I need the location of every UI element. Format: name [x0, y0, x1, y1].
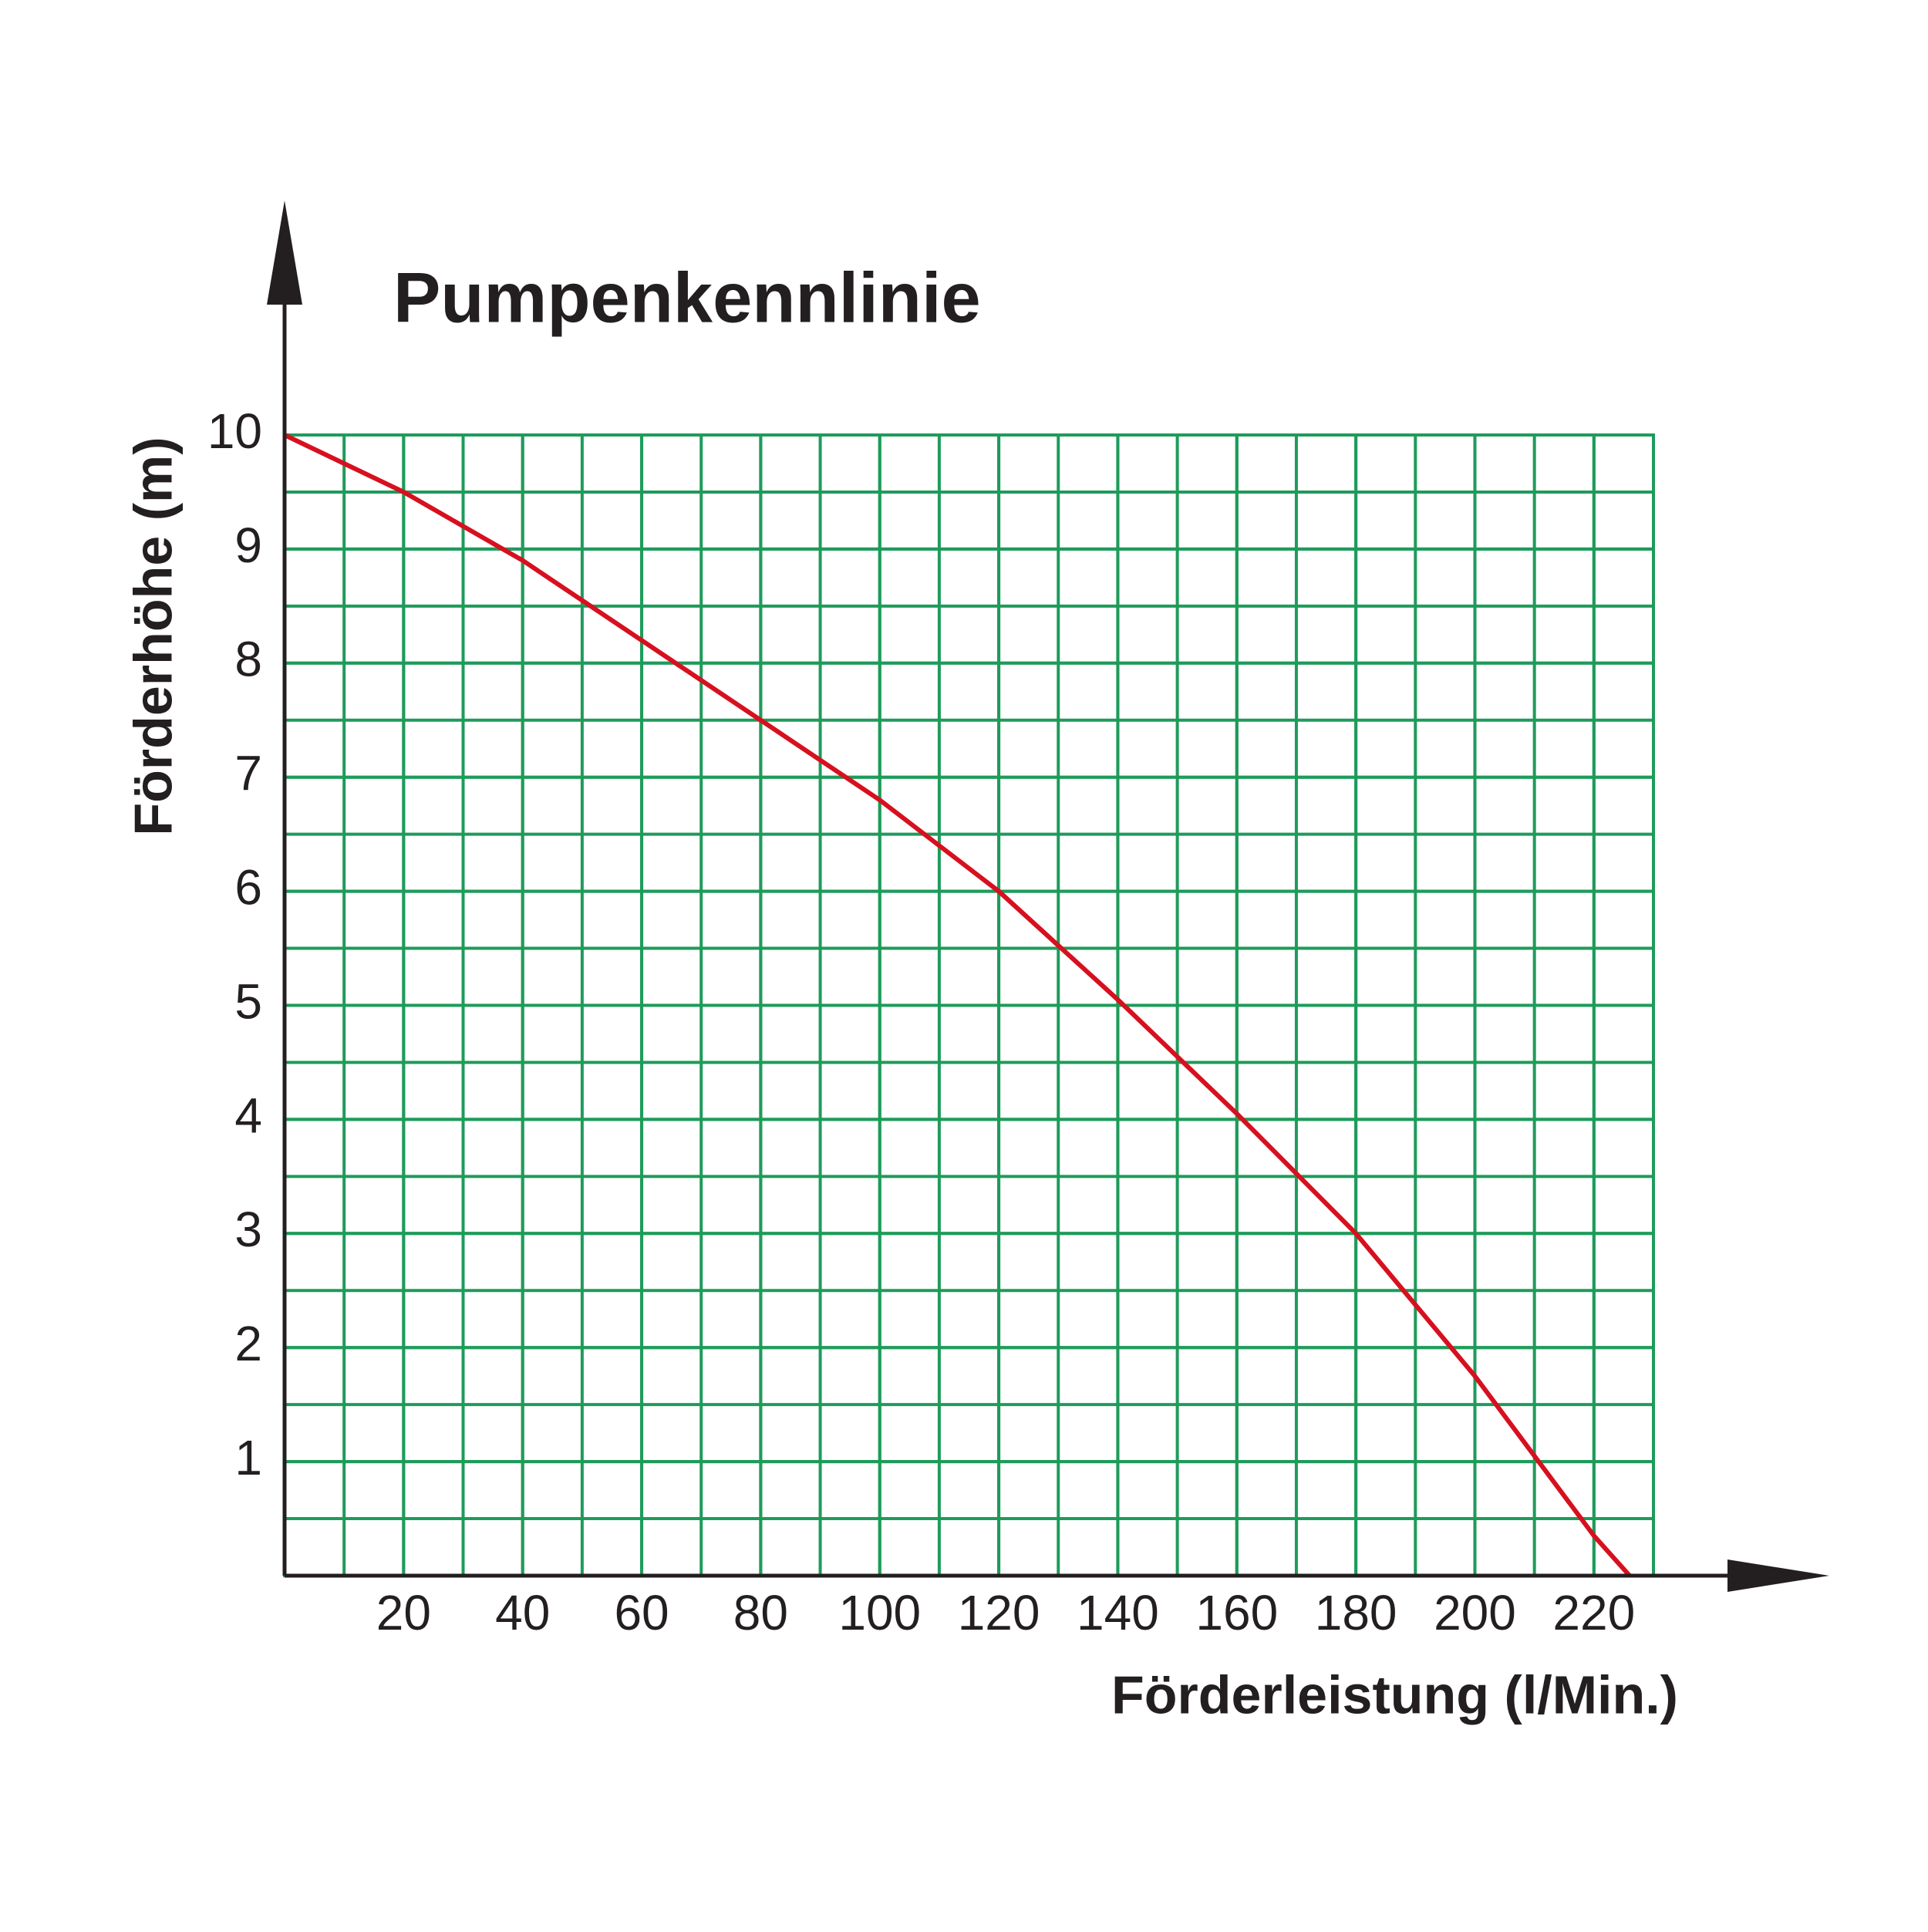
x-tick-label: 120 [958, 1585, 1040, 1640]
curve [283, 433, 1632, 1577]
x-tick-label: 220 [1552, 1585, 1635, 1640]
plot [283, 433, 1632, 1577]
y-tick-label: 10 [207, 403, 262, 459]
y-tick-label: 4 [234, 1087, 262, 1143]
x-tick-label: 80 [733, 1585, 788, 1640]
y-tick-label: 6 [234, 860, 262, 915]
y-tick-label: 9 [234, 518, 262, 573]
y-axis-arrow [267, 201, 302, 305]
x-tick-label: 60 [614, 1585, 669, 1640]
y-tick-label: 1 [234, 1430, 262, 1485]
x-tick-label: 200 [1434, 1585, 1516, 1640]
y-axis-label: Förderhöhe (m) [123, 437, 183, 835]
x-tick-label: 180 [1315, 1585, 1397, 1640]
x-tick-label: 20 [376, 1585, 431, 1640]
x-tick-label: 140 [1077, 1585, 1159, 1640]
chart-title: Pumpenkennlinie [393, 258, 981, 337]
grid [283, 433, 1655, 1577]
x-tick-label: 100 [838, 1585, 921, 1640]
y-tick-label: 2 [234, 1316, 262, 1371]
y-tick-label: 5 [234, 973, 262, 1029]
y-tick-label: 3 [234, 1202, 262, 1257]
x-axis-label: Förderleistung (l/Min.) [1111, 1664, 1678, 1725]
y-tick-label: 8 [234, 632, 262, 687]
x-tick-label: 40 [495, 1585, 550, 1640]
x-tick-label: 160 [1195, 1585, 1278, 1640]
x-axis-arrow [1727, 1559, 1829, 1592]
y-tick-label: 7 [234, 746, 262, 801]
